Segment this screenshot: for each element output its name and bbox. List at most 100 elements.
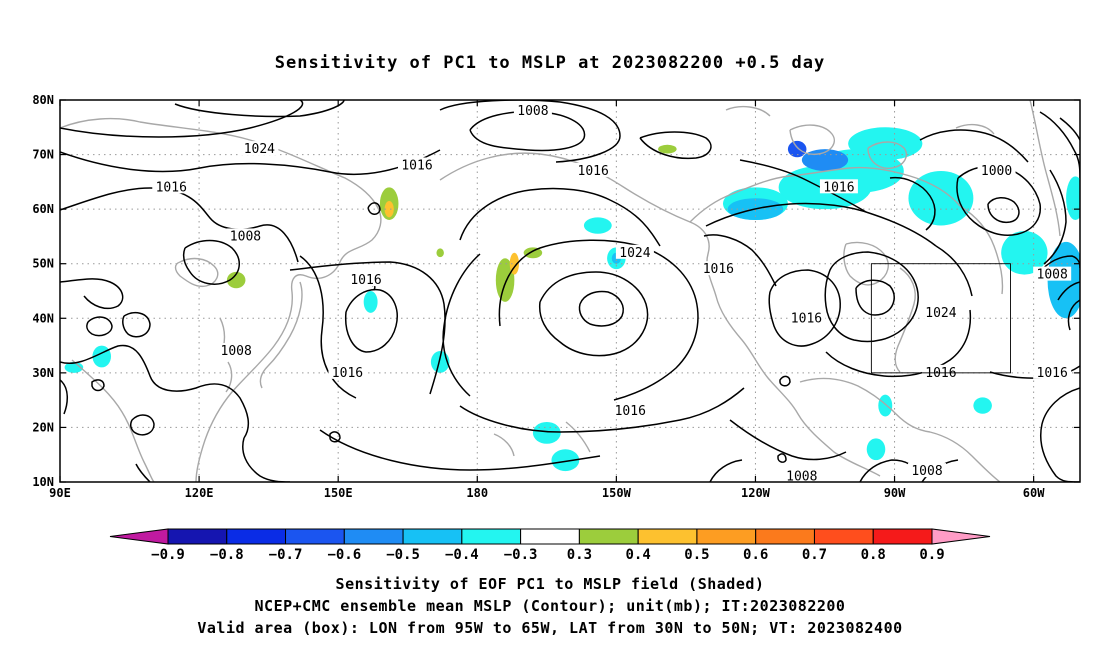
contour-labels: 1008 1024 1016 1016 1016 1016 1000 1008 1024 1016… — [152, 102, 1072, 485]
contour-label: 1016 — [332, 366, 363, 381]
shaded-region — [384, 200, 394, 218]
contour-label: 1016 — [615, 404, 646, 419]
contour-label-bg — [226, 228, 265, 243]
contour-label-bg — [398, 157, 436, 172]
contour-label: 1008 — [221, 344, 252, 359]
colorbar-label: −0.5 — [386, 547, 420, 563]
contour-label-bg — [152, 179, 191, 194]
x-tick-label: 120E — [185, 486, 214, 500]
y-tick-label: 30N — [32, 366, 54, 380]
colorbar-label: 0.4 — [626, 547, 651, 563]
x-tick-label: 60W — [1023, 486, 1045, 500]
contour-label: 1008 — [517, 104, 548, 119]
colorbar-arrow-high — [931, 528, 991, 545]
contour-label: 1016 — [156, 180, 187, 195]
colorbar-label: 0.6 — [743, 547, 768, 563]
contour-label: 1016 — [823, 180, 854, 195]
x-tick-label: 90E — [49, 486, 71, 500]
shaded-region — [787, 140, 807, 158]
y-tick-label: 10N — [32, 475, 54, 489]
colorbar-label: 0.5 — [684, 547, 709, 563]
colorbar-swatch — [637, 528, 698, 545]
colorbar-swatch — [578, 528, 639, 545]
colorbar-swatch — [226, 528, 287, 545]
shaded-region — [583, 217, 612, 234]
contour-label: 1008 — [230, 229, 261, 244]
contour-label-bg — [782, 468, 821, 482]
contour-label-bg — [328, 364, 367, 379]
contour-label: 1016 — [703, 262, 734, 277]
shaded-region — [848, 127, 923, 161]
colorbar-label: 0.3 — [567, 547, 592, 563]
shaded-region — [866, 438, 886, 461]
colorbar-label: 0.7 — [802, 547, 827, 563]
map-title: Sensitivity of PC1 to MSLP at 2023082200… — [275, 53, 826, 73]
axis-ticks: 90E 120E 150E 180 150W 120W 90W 60W 80N 70N 60N 50N… — [32, 93, 1080, 500]
contour-label: 1016 — [925, 366, 956, 381]
colorbar-label: −0.6 — [327, 547, 361, 563]
contour-label-bg — [240, 141, 279, 156]
colorbar-swatch — [461, 528, 522, 545]
x-tick-label: 120W — [741, 486, 771, 500]
y-tick-label: 80N — [32, 93, 54, 107]
shaded-region — [430, 351, 450, 373]
shaded-region — [436, 248, 444, 258]
x-tick-label: 150W — [602, 486, 632, 500]
contour-label-bg — [977, 162, 1016, 177]
contour-label: 1016 — [350, 273, 381, 288]
caption-line-1: Sensitivity of EOF PC1 to MSLP field (Sh… — [336, 575, 765, 593]
colorbar-label: −0.9 — [151, 547, 185, 563]
contour-label: 1016 — [578, 164, 609, 179]
contour-label: 1016 — [1037, 366, 1068, 381]
contour-label-bg — [1033, 364, 1072, 379]
contour-label-bg — [699, 261, 738, 276]
contour-label-bg — [819, 179, 858, 194]
contour-label: 1024 — [619, 246, 650, 261]
coastlines — [60, 100, 1061, 482]
shaded-region — [226, 271, 246, 289]
colorbar-swatch — [520, 528, 580, 545]
contour-label-bg — [615, 244, 654, 259]
x-tick-label: 90W — [884, 486, 906, 500]
y-tick-label: 50N — [32, 257, 54, 271]
shaded-region — [64, 361, 84, 373]
colorbar-label: 0.9 — [919, 547, 944, 563]
contour-label-bg — [347, 272, 385, 287]
shaded-region — [1066, 176, 1080, 221]
colorbar-arrow-low — [109, 528, 169, 545]
colorbar-swatch — [696, 528, 757, 545]
shaded-region — [658, 144, 677, 154]
contour-label-bg — [921, 364, 960, 379]
y-tick-label: 70N — [32, 148, 54, 162]
contour-label-bg — [787, 310, 826, 325]
map-panel: 1008 1024 1016 1016 1016 1016 1000 1008 1024 1016… — [32, 93, 1081, 500]
shaded-region — [551, 449, 580, 472]
contour-label-bg — [574, 162, 613, 177]
shaded-region — [523, 247, 543, 259]
contour-label: 1016 — [791, 311, 822, 326]
colorbar-swatch — [813, 528, 874, 545]
shaded-region — [878, 394, 893, 417]
valid-area-box — [870, 263, 1011, 374]
contour-label: 1008 — [786, 470, 817, 485]
contour-label: 1000 — [981, 164, 1012, 179]
y-tick-label: 40N — [32, 311, 54, 325]
shaded-region — [532, 421, 561, 444]
y-tick-label: 60N — [32, 202, 54, 216]
x-tick-label: 180 — [466, 486, 488, 500]
contour-label-bg — [908, 463, 946, 478]
colorbar-swatch — [755, 528, 815, 545]
mslp-contours — [60, 100, 1080, 482]
contour-label-bg — [513, 102, 552, 117]
map-frame — [59, 99, 1081, 483]
contour-label: 1024 — [244, 142, 275, 157]
colorbar-swatch — [343, 528, 404, 545]
shaded-region — [495, 258, 515, 302]
contour-label: 1008 — [1037, 268, 1068, 283]
colorbar-swatch — [402, 528, 463, 545]
shaded-region — [363, 291, 378, 313]
contour-label-bg — [921, 304, 960, 319]
contour-label: 1016 — [401, 158, 432, 173]
x-tick-label: 150E — [324, 486, 353, 500]
